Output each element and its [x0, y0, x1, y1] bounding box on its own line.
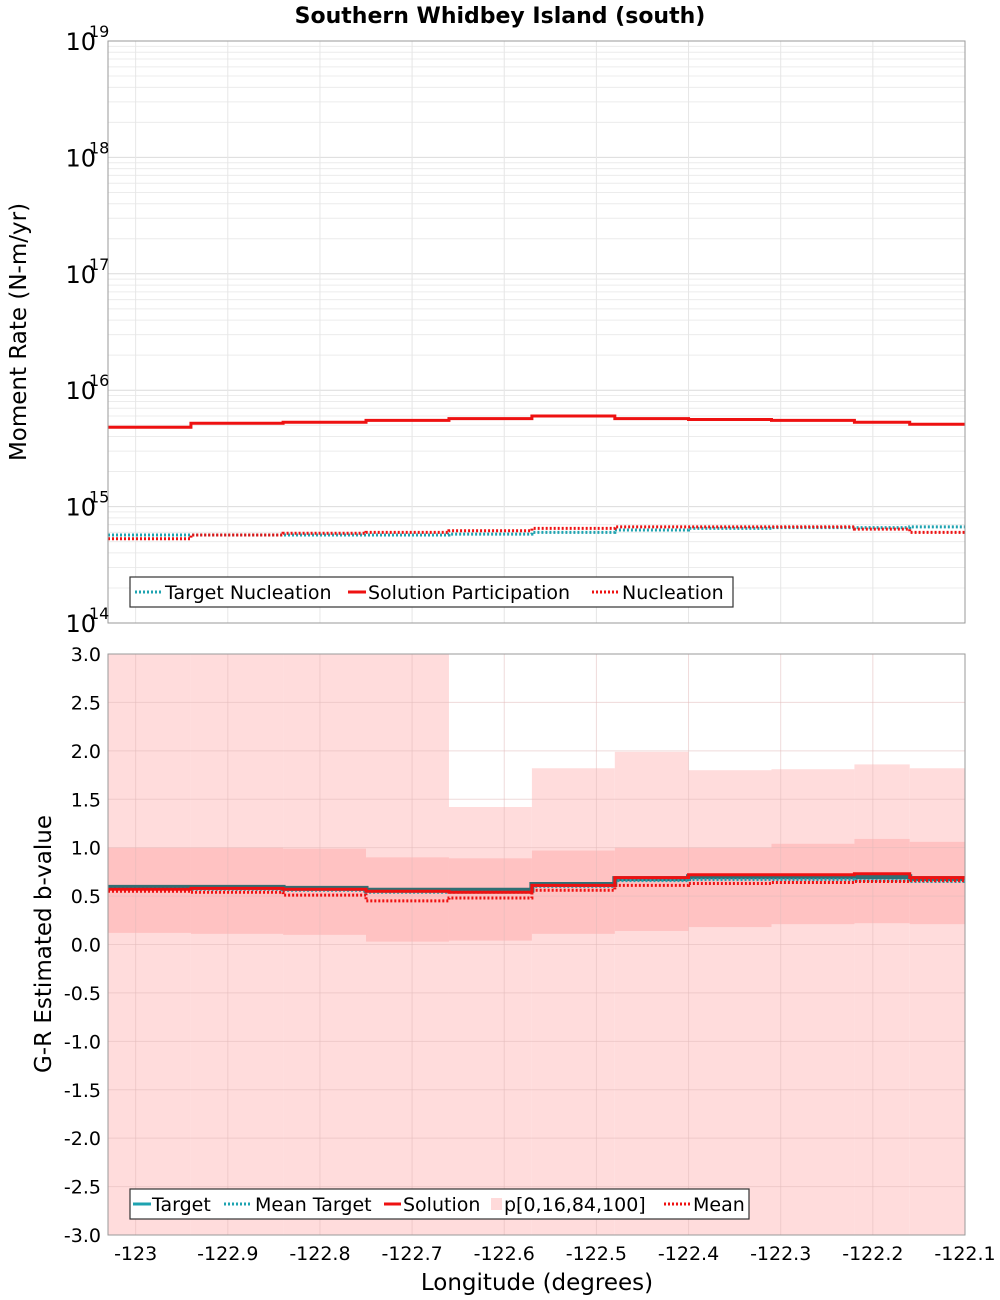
legend-label-nucleation: Nucleation — [622, 582, 724, 604]
bottom-y-tick-label: -1.0 — [64, 1031, 101, 1053]
band-outer-bin — [771, 769, 855, 1235]
x-tick-label: -122.8 — [289, 1243, 350, 1265]
bottom-y-tick-label: -3.0 — [64, 1225, 101, 1247]
series-target-nucleation — [108, 525, 965, 537]
x-tick-label: -122.2 — [842, 1243, 903, 1265]
legend-label-mean-target: Mean Target — [255, 1194, 372, 1216]
legend-label-target: Target — [151, 1194, 211, 1216]
band-outer-bin — [688, 770, 772, 1235]
legend-label-percentiles: p[0,16,84,100] — [504, 1194, 646, 1216]
top-y-tick-exponent: 19 — [89, 22, 109, 41]
x-tick-label: -122.1 — [934, 1243, 995, 1265]
bottom-y-tick-label: 0.0 — [71, 935, 101, 957]
top-y-tick-base: 10 — [65, 28, 96, 56]
series-nucleation — [108, 525, 965, 541]
bottom-y-tick-label: 1.0 — [71, 838, 101, 860]
band-inner-bin — [688, 847, 772, 928]
legend-label-solution-participation: Solution Participation — [368, 582, 570, 604]
x-tick-label: -122.9 — [197, 1243, 258, 1265]
top-y-tick-exponent: 16 — [89, 371, 109, 390]
top-y-tick-base: 10 — [65, 494, 96, 522]
band-inner-bin — [531, 850, 615, 934]
bottom-y-tick-label: 0.5 — [71, 886, 101, 908]
top-y-tick-base: 10 — [65, 261, 96, 289]
top-gridlines — [108, 41, 966, 624]
band-inner-bin — [909, 841, 965, 925]
bottom-y-tick-label: 1.5 — [71, 789, 101, 811]
bottom-legend: Target Mean Target Solution p[0,16,84,10… — [129, 1188, 750, 1220]
legend-label-target-nucleation: Target Nucleation — [164, 582, 332, 604]
x-tick-label: -122.6 — [474, 1243, 535, 1265]
chart-title: Southern Whidbey Island (south) — [295, 4, 706, 29]
bottom-y-tick-label: -2.0 — [64, 1128, 101, 1150]
bottom-y-tick-label: -0.5 — [64, 983, 101, 1005]
bottom-y-tick-label: -2.5 — [64, 1177, 101, 1199]
x-tick-label: -123 — [114, 1243, 157, 1265]
top-y-tick-exponent: 14 — [89, 604, 109, 623]
top-y-tick-base: 10 — [65, 144, 96, 172]
series-mean — [108, 879, 965, 903]
x-tick-label: -122.4 — [658, 1243, 719, 1265]
bottom-y-tick-label: 2.0 — [71, 741, 101, 763]
top-series-group — [108, 414, 965, 541]
bottom-y-tick-label: 3.0 — [71, 644, 101, 666]
top-legend: Target Nucleation Solution Participation… — [129, 576, 734, 608]
legend-label-mean: Mean — [693, 1194, 745, 1216]
band-inner-bin — [614, 847, 689, 931]
top-y-tick-exponent: 17 — [89, 255, 109, 274]
bottom-y-axis-label: G-R Estimated b-value — [31, 815, 57, 1073]
bottom-x-tick-labels: -123 -122.9 -122.8 -122.7 -122.6 -122.5 -122.4… — [114, 1243, 996, 1265]
bottom-series-group — [108, 872, 965, 903]
band-outer-bin — [854, 764, 910, 1235]
bottom-y-tick-label: -1.5 — [64, 1080, 101, 1102]
x-tick-label: -122.5 — [566, 1243, 627, 1265]
x-tick-label: -122.7 — [381, 1243, 442, 1265]
top-plot-frame — [107, 40, 966, 624]
band-outer-bin — [531, 768, 615, 1235]
top-y-tick-base: 10 — [65, 377, 96, 405]
band-inner-bin — [448, 858, 532, 941]
legend-label-solution: Solution — [403, 1194, 480, 1216]
series-solution — [108, 872, 965, 894]
x-axis-label: Longitude (degrees) — [421, 1270, 653, 1296]
top-y-axis-label: Moment Rate (N-m/yr) — [6, 203, 32, 461]
bottom-y-tick-label: 2.5 — [71, 692, 101, 714]
top-legend-box — [129, 576, 734, 608]
x-tick-label: -122.3 — [750, 1243, 811, 1265]
bottom-plot-frame — [107, 653, 966, 1236]
series-solution-participation — [108, 414, 965, 429]
legend-swatch-percentiles — [491, 1198, 502, 1210]
top-y-tick-base: 10 — [65, 610, 96, 638]
bottom-y-tick-labels: -3.0 -2.5 -2.0 -1.5 -1.0 -0.5 0.0 0.5 1.0 1.5 2.0 2… — [64, 644, 101, 1247]
band-outer-bin — [909, 768, 965, 1235]
top-y-tick-exponent: 15 — [89, 488, 109, 507]
top-y-tick-exponent: 18 — [89, 138, 109, 157]
